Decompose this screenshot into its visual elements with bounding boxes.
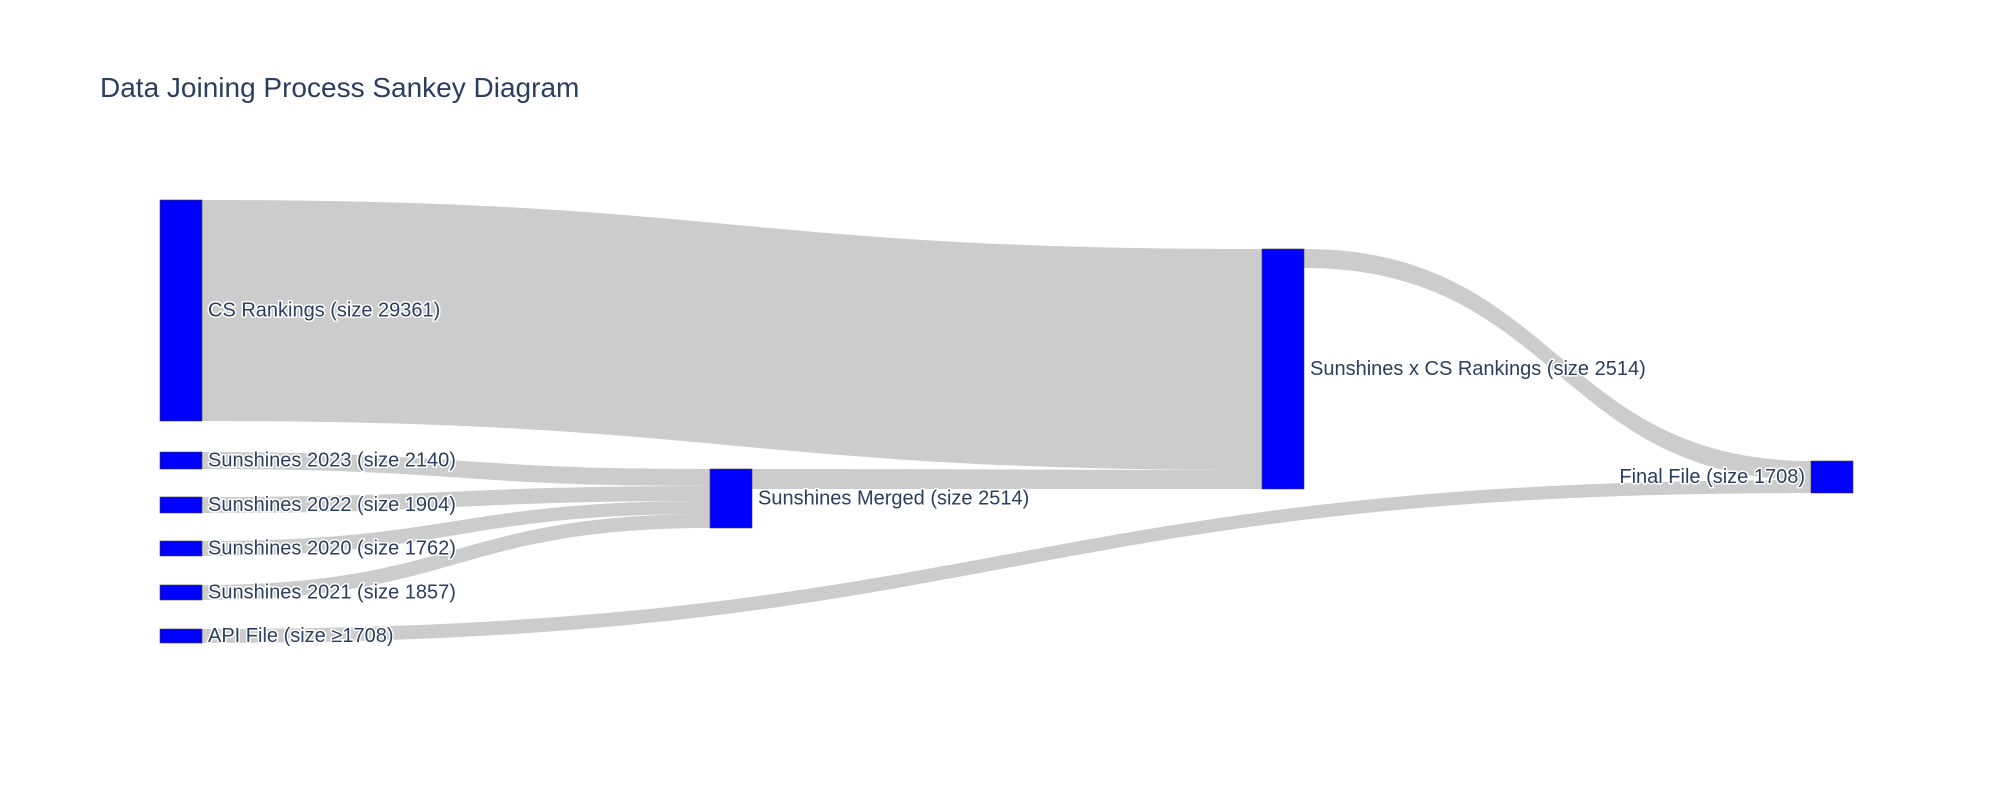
link-cs-to-cross bbox=[202, 200, 1262, 470]
node-label-s2020: Sunshines 2020 (size 1762) bbox=[208, 538, 456, 560]
node-label-s2023: Sunshines 2023 (size 2140) bbox=[208, 450, 456, 472]
diagram-title: Data Joining Process Sankey Diagram bbox=[100, 72, 580, 103]
node-label-cs: CS Rankings (size 29361) bbox=[208, 300, 440, 322]
labels-layer: CS Rankings (size 29361) Sunshines 2023 (… bbox=[207, 298, 1807, 649]
nodes-layer bbox=[159, 199, 1854, 644]
link-cross-to-final bbox=[1304, 249, 1811, 480]
link-api-to-final bbox=[202, 480, 1811, 643]
link-s2022-to-merged bbox=[202, 486, 710, 513]
node-final bbox=[1810, 460, 1854, 494]
link-s2023-to-merged bbox=[202, 452, 710, 486]
node-label-cross: Sunshines x CS Rankings (size 2514) bbox=[1310, 358, 1646, 380]
node-s2023 bbox=[159, 451, 203, 470]
link-s2021-to-merged bbox=[202, 514, 710, 600]
node-cross bbox=[1261, 248, 1305, 490]
node-merged bbox=[709, 468, 753, 529]
link-merged-to-cross bbox=[752, 469, 1262, 489]
node-api bbox=[159, 628, 203, 644]
link-s2020-to-merged bbox=[202, 501, 710, 556]
node-label-merged: Sunshines Merged (size 2514) bbox=[758, 488, 1029, 510]
node-label-api: API File (size ≥1708) bbox=[208, 625, 394, 647]
node-s2022 bbox=[159, 496, 203, 514]
node-label-final: Final File (size 1708) bbox=[1619, 466, 1805, 488]
node-label-s2021: Sunshines 2021 (size 1857) bbox=[208, 582, 456, 604]
links-layer bbox=[202, 200, 1811, 643]
node-s2020 bbox=[159, 540, 203, 557]
node-cs bbox=[159, 199, 203, 422]
node-label-s2022: Sunshines 2022 (size 1904) bbox=[208, 494, 456, 516]
node-s2021 bbox=[159, 584, 203, 601]
